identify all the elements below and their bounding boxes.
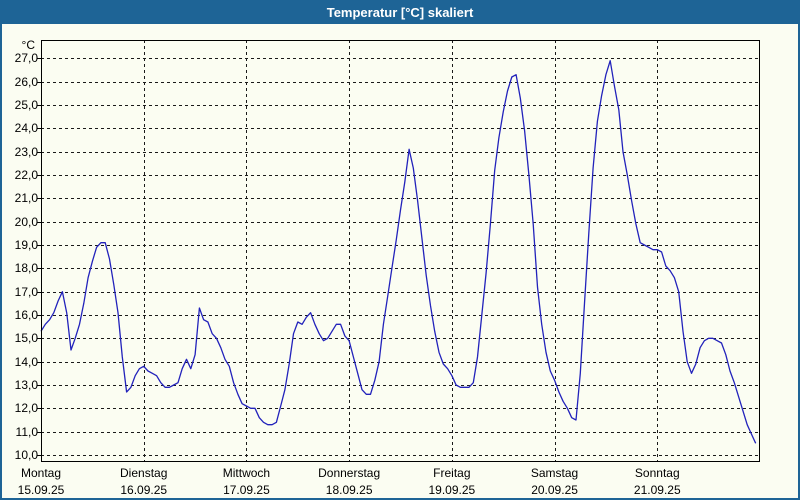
x-day-name-label: Sonntag: [634, 466, 680, 480]
x-day-name-label: Dienstag: [120, 466, 168, 480]
y-tick-label: 13,0: [14, 378, 38, 392]
y-tick-label: 11,0: [15, 424, 38, 439]
x-day-date-label: 19.09.25: [428, 483, 476, 497]
y-tick-label: 10,0: [14, 448, 38, 462]
x-day-name-label: Mittwoch: [222, 466, 271, 480]
y-tick-label: 15,0: [14, 331, 38, 346]
title-bar: Temperatur [°C] skaliert: [2, 2, 798, 24]
x-day-name-label: Donnerstag: [318, 466, 381, 480]
y-tick-label: 22,0: [14, 168, 38, 182]
x-day-date-label: 16.09.25: [120, 483, 168, 497]
y-tick-label: 12,0: [14, 401, 38, 416]
x-day-date-label: 15.09.25: [17, 483, 65, 497]
x-day-date-label: 17.09.25: [223, 483, 270, 497]
y-tick-label: 20,0: [14, 214, 38, 229]
y-tick-label: 19,0: [14, 238, 38, 252]
y-tick-label: 18,0: [14, 261, 38, 276]
y-tick-label: 23,0: [14, 144, 38, 159]
y-tick-label: 27,0: [14, 51, 38, 66]
x-day-name-label: Montag: [20, 466, 62, 480]
y-tick-label: 26,0: [14, 74, 38, 89]
y-axis-unit-label: °C: [21, 38, 35, 52]
y-tick-label: 21,0: [14, 191, 38, 206]
y-tick-label: 17,0: [14, 284, 38, 299]
y-tick-label: 25,0: [14, 98, 38, 112]
plot-border: [41, 40, 760, 462]
y-tick-label: 14,0: [14, 354, 38, 369]
x-day-date-label: 21.09.25: [633, 483, 681, 497]
temperature-line: [40, 60, 757, 444]
y-tick-label: 24,0: [14, 121, 38, 136]
x-day-date-label: 20.09.25: [531, 483, 578, 497]
x-day-name-label: Freitag: [433, 466, 471, 480]
window-title: Temperatur [°C] skaliert: [326, 5, 474, 20]
plot-area: [37, 40, 760, 462]
x-day-name-label: Samstag: [530, 466, 579, 480]
y-tick-label: 16,0: [14, 308, 38, 322]
x-day-date-label: 18.09.25: [325, 483, 373, 497]
